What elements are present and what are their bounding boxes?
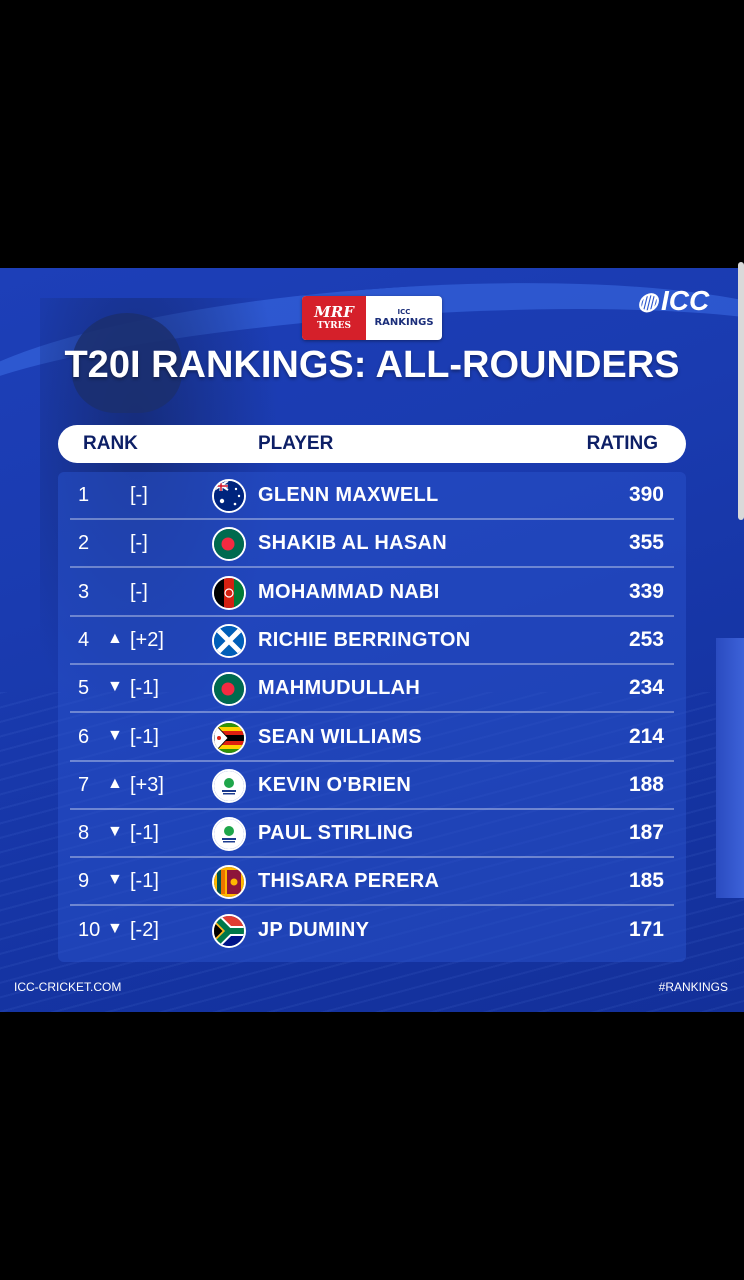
scotland-flag-icon [212,623,246,658]
row-divider [70,662,674,665]
rank-number: 3 [78,580,90,603]
column-header-player: PLAYER [258,433,334,454]
mrf-icc-rankings-logo: MRF TYRES ICC RANKINGS [302,296,442,340]
table-row: 5 ▼ [-1] MAHMUDULLAH 234 [58,665,686,714]
player-name: MOHAMMAD NABI [258,580,440,603]
rankings-graphic: MRF TYRES ICC RANKINGS ◍ ICC T20I RANKIN… [0,268,744,1012]
table-row: 3 [-] MOHAMMAD NABI 339 [58,569,686,617]
tyres-text: TYRES [317,321,351,331]
rank-number: 4 [78,628,90,651]
table-row: 7 ▲ [+3] KEVIN O'BRIEN 188 [58,762,686,810]
down-arrow-icon: ▼ [107,823,123,841]
down-arrow-icon: ▼ [107,919,123,937]
rankings-table: 1 [-] GLENN MAXWELL 390 2 [-] SHAKIB AL HASAN 3… [58,472,686,962]
table-row: 6 ▼ [-1] SEAN WILLIAMS 214 [58,714,686,762]
australia-flag-icon [212,479,246,513]
bangladesh-flag-icon [212,527,246,562]
column-header-rating: RATING [586,433,658,454]
player-name: THISARA PERERA [258,870,440,893]
row-divider [70,904,674,907]
row-divider [70,856,674,859]
footer-website: ICC-CRICKET.COM [14,980,122,994]
player-rating: 185 [628,869,664,893]
rank-number: 9 [78,870,90,893]
sri-lanka-flag-icon [212,865,246,900]
down-arrow-icon: ▼ [107,871,123,889]
player-name: JP DUMINY [258,918,370,941]
player-rating: 171 [628,917,664,941]
table-row: 8 ▼ [-1] PAUL STIRLING 187 [58,810,686,859]
player-name: GLENN MAXWELL [258,484,439,506]
cricket-ball-icon: ◍ [637,287,658,315]
table-row: 4 ▲ [+2] RICHIE BERRINGTON 253 [58,617,686,665]
table-row: 10 ▼ [-2] JP DUMINY 171 [58,907,686,955]
zimbabwe-flag-icon [212,720,246,755]
player-name: SEAN WILLIAMS [258,725,422,748]
icc-small-text: ICC [397,307,411,316]
table-header: RANK PLAYER RATING [58,425,686,463]
column-header-rank: RANK [83,433,138,454]
player-name: RICHIE BERRINGTON [258,628,471,651]
player-name: PAUL STIRLING [258,822,414,845]
player-rating: 253 [628,627,664,651]
player-rating: 234 [628,676,664,700]
rank-movement: [-2] [130,918,159,941]
up-arrow-icon: ▲ [107,629,123,647]
player-name: MAHMUDULLAH [258,677,421,700]
down-arrow-icon: ▼ [107,678,123,696]
rank-number: 10 [78,918,101,941]
rank-number: 2 [78,532,90,555]
player-rating: 188 [628,772,664,796]
cricket-ireland-logo-icon [212,817,246,852]
player-rating: 355 [628,531,664,555]
rank-number: 7 [78,773,90,796]
afghanistan-flag-icon [212,575,246,610]
scrollbar[interactable] [738,262,744,520]
player-rating: 214 [628,724,664,748]
rank-movement: [-1] [130,870,159,893]
player-rating: 339 [628,579,664,603]
icc-rankings-badge: ICC RANKINGS [366,296,442,340]
mrf-text: MRF [314,303,354,321]
icc-logo-text: ICC [660,285,710,316]
row-divider [70,711,674,714]
rankings-text: RANKINGS [374,316,434,328]
rank-number: 1 [78,484,90,506]
page-title: T20I RANKINGS: ALL-ROUNDERS [64,344,680,386]
stumps-image [716,638,744,898]
player-name: SHAKIB AL HASAN [258,532,447,555]
icc-logo: ◍ ICC [637,284,709,318]
table-row: 2 [-] SHAKIB AL HASAN 355 [58,520,686,569]
rank-movement: [-] [130,532,148,555]
south-africa-flag-icon [212,913,246,948]
rank-number: 6 [78,725,90,748]
rank-movement: [+2] [130,628,164,651]
up-arrow-icon: ▲ [107,774,123,792]
rank-number: 5 [78,677,90,700]
mrf-tyres-logo: MRF TYRES [302,296,366,340]
rank-movement: [-1] [130,677,159,700]
cricket-ireland-logo-icon [212,768,246,803]
table-row: 1 [-] GLENN MAXWELL 390 [58,472,686,520]
table-row: 9 ▼ [-1] THISARA PERERA 185 [58,858,686,907]
down-arrow-icon: ▼ [107,726,123,744]
row-divider [70,759,674,762]
rank-movement: [-1] [130,725,159,748]
player-rating: 187 [628,821,664,845]
row-divider [70,807,674,810]
rank-number: 8 [78,822,90,845]
player-rating: 390 [628,483,664,506]
row-divider [70,566,674,569]
player-helmet-image [72,313,182,413]
rank-movement: [-1] [130,822,159,845]
footer-hashtag: #RANKINGS [658,980,728,994]
rank-movement: [-] [130,484,148,506]
row-divider [70,614,674,617]
player-name: KEVIN O'BRIEN [258,773,412,796]
rank-movement: [-] [130,580,148,603]
rank-movement: [+3] [130,773,164,796]
row-divider [70,518,674,520]
bangladesh-flag-icon [212,672,246,707]
